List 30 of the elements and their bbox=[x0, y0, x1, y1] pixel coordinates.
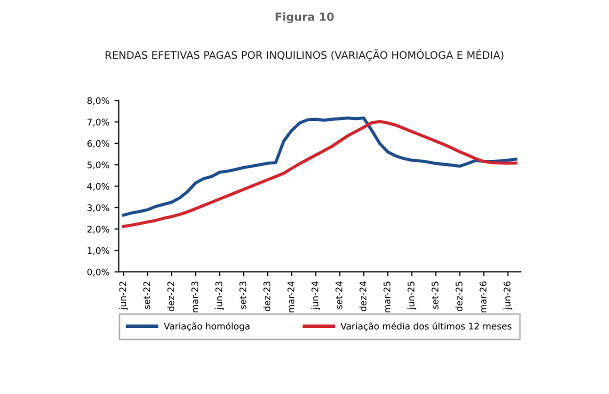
x-tick-label: jun-22 bbox=[119, 282, 128, 310]
y-tick-label: 5,0% bbox=[87, 161, 110, 170]
x-tick-label: mar-26 bbox=[480, 281, 486, 312]
legend-label: Variação homóloga bbox=[164, 322, 250, 332]
x-tick-label: mar-23 bbox=[191, 282, 198, 312]
x-tick-label: set-24 bbox=[336, 281, 342, 309]
x-tick-label: dez-25 bbox=[455, 282, 462, 312]
y-tick-label: 3,0% bbox=[87, 204, 110, 212]
x-tick-label: dez-23 bbox=[263, 282, 270, 312]
y-tick-label: 6,0% bbox=[87, 140, 110, 148]
x-tick-label: jun-26 bbox=[504, 281, 512, 310]
y-tick-label: 8,0% bbox=[87, 97, 110, 105]
x-tick-label: dez-22 bbox=[167, 282, 174, 312]
x-tick-label: jun-23 bbox=[215, 282, 224, 310]
x-tick-label: jun-25 bbox=[407, 282, 416, 310]
y-tick-label: 2,0% bbox=[87, 226, 110, 234]
x-tick-label: set-22 bbox=[143, 282, 150, 309]
x-tick-label: dez-24 bbox=[359, 281, 366, 312]
x-tick-label: jun-24 bbox=[311, 281, 320, 310]
chart-title: Figura 10 bbox=[276, 12, 334, 24]
chart-subtitle: RENDAS EFETIVAS PAGAS POR INQUILINOS (VARIAÇÃO HOMÓLOGA E MÉDIA) bbox=[106, 49, 504, 61]
x-tick-label: set-25 bbox=[432, 282, 438, 309]
x-tick-label: mar-25 bbox=[384, 282, 390, 312]
y-tick-label: 4,0% bbox=[87, 182, 110, 191]
legend-label: Variação média dos últimos 12 meses bbox=[340, 322, 512, 332]
x-tick-label: mar-24 bbox=[287, 281, 294, 312]
y-tick-label: 0,0% bbox=[87, 268, 110, 276]
y-tick-label: 7,0% bbox=[88, 118, 110, 126]
x-tick-label: set-23 bbox=[239, 282, 246, 309]
y-tick-label: 1,0% bbox=[88, 247, 110, 255]
